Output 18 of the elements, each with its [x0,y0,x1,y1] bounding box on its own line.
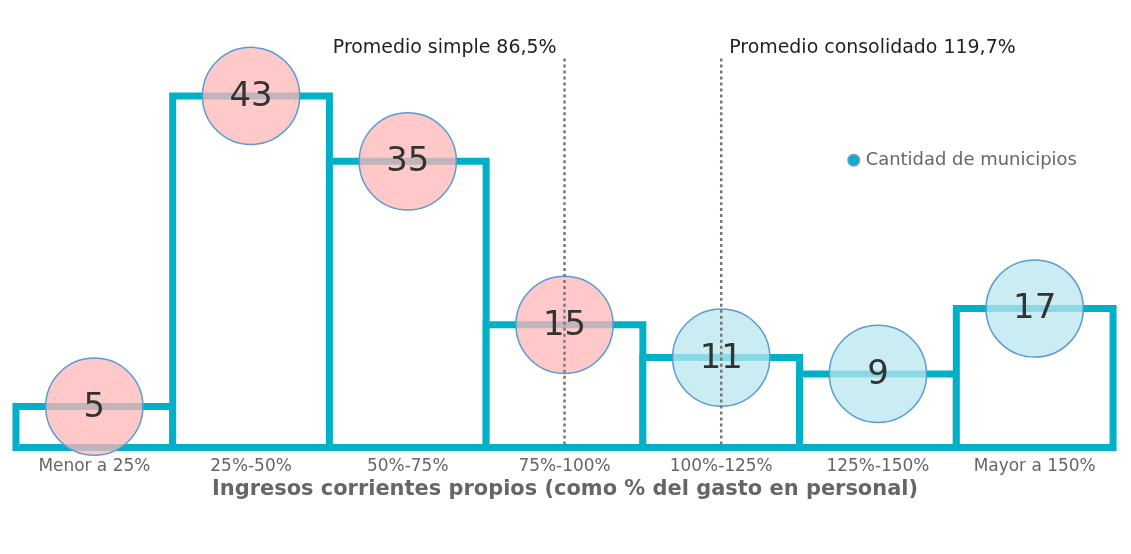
data-label: 43 [229,74,273,114]
x-tick-label: 25%-50% [210,454,292,475]
data-label: 11 [699,336,743,376]
data-label: 17 [1013,287,1057,327]
ref-line-label: Promedio consolidado 119,7% [729,34,1016,57]
x-tick-label: 50%-75% [367,454,449,475]
x-tick-label: 75%-100% [518,454,611,475]
x-tick-label: 100%-125% [669,454,773,475]
x-tick-label: Mayor a 150% [973,454,1096,475]
data-label: 15 [542,303,587,343]
ref-line-label: Promedio simple 86,5% [332,34,557,57]
data-label: 9 [867,352,889,392]
data-label: 5 [83,385,106,425]
x-tick-label: 125%-150% [826,454,930,475]
x-axis-title: Ingresos corrientes propios (como % del gasto en personal) [211,475,919,500]
data-label: 35 [386,140,430,180]
legend-label: Cantidad de municipios [865,148,1077,170]
x-tick-label: Menor a 25% [38,454,151,475]
